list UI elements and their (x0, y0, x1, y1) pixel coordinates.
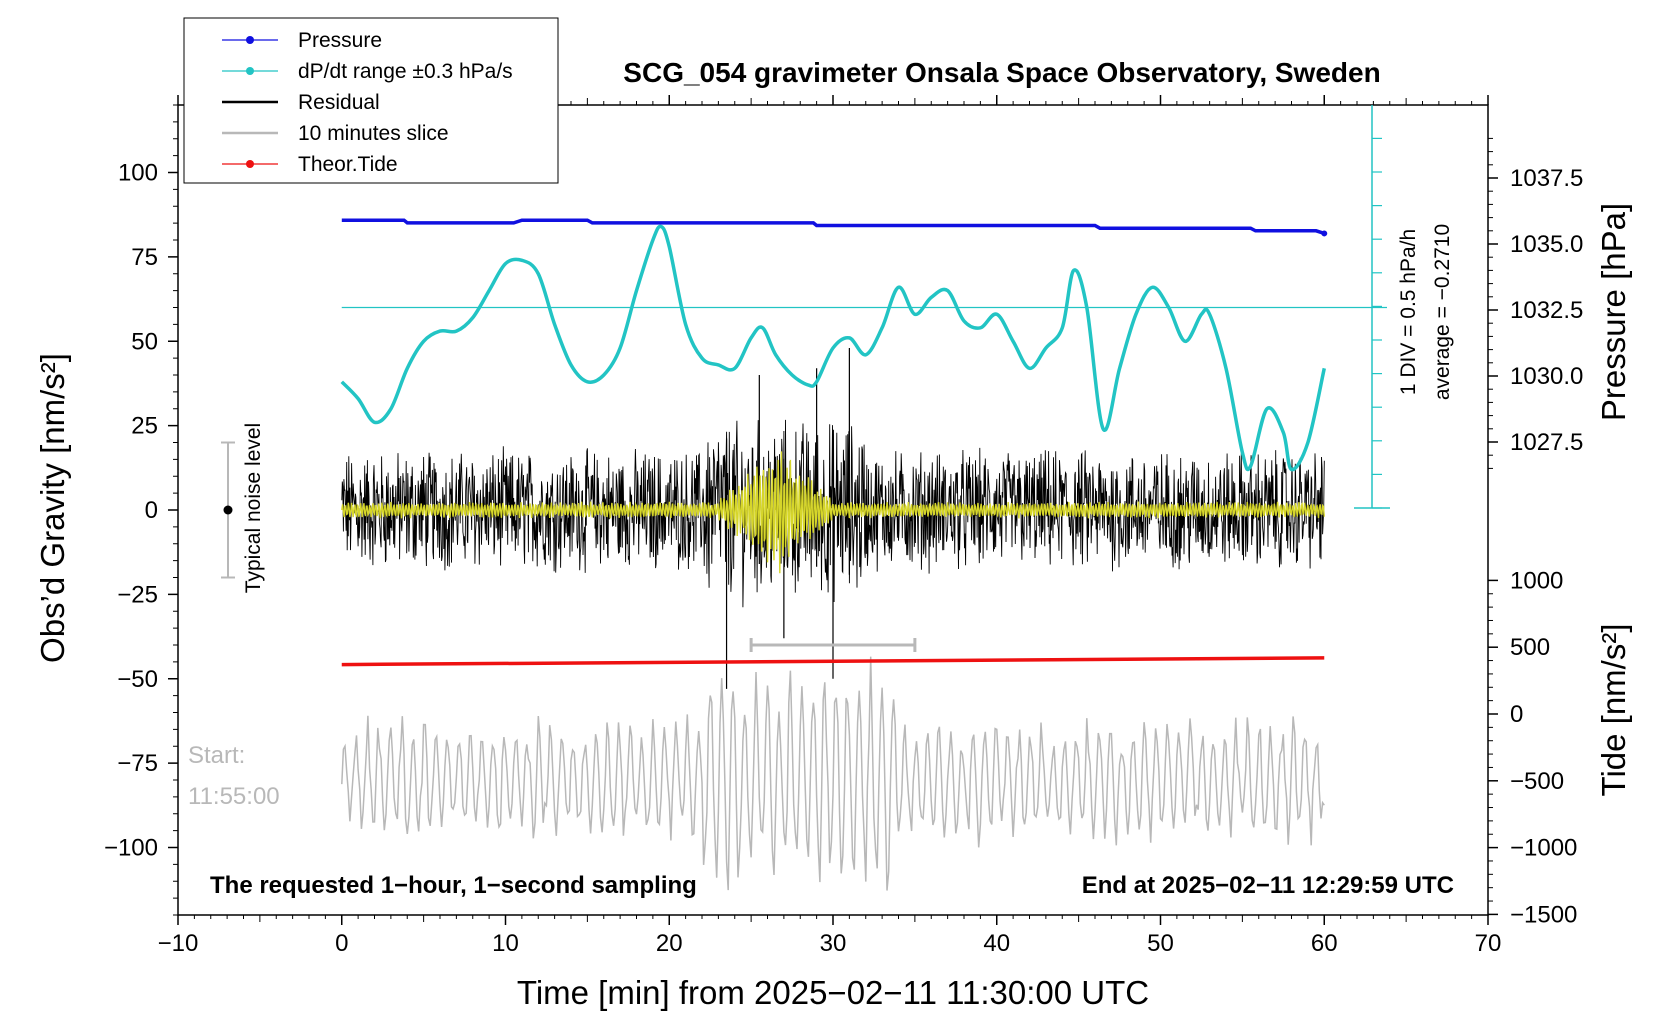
filtered-residual-line (341, 451, 1325, 574)
pressure-tick-label: 1027.5 (1510, 429, 1583, 456)
y-tick-label: 75 (131, 244, 158, 271)
x-tick-label: 60 (1311, 930, 1338, 957)
x-tick-label: 40 (983, 930, 1010, 957)
dpdt-scale-bar (1354, 105, 1390, 509)
footer-right-label: End at 2025−02−11 12:29:59 UTC (1082, 872, 1454, 899)
y-tick-label: 100 (118, 160, 158, 187)
pressure-tick-label: 1032.5 (1510, 297, 1583, 324)
x-tick-label: 0 (335, 930, 348, 957)
ten-minute-slice-line (341, 656, 1325, 891)
chart-title: SCG_054 gravimeter Onsala Space Observat… (623, 57, 1380, 88)
tide-tick-label: −500 (1510, 768, 1564, 795)
y-axis-title-pressure: Pressure [hPa] (1595, 203, 1632, 421)
y-tick-label: −25 (117, 581, 158, 608)
dpdt-line (340, 224, 1327, 472)
series-layer (340, 218, 1387, 891)
legend-marker (246, 67, 254, 75)
pressure-line (341, 218, 1325, 236)
y-axis-pressure: 1037.5 1035.0 1032.5 1030.0 1027.5 (1488, 137, 1583, 469)
start-time-label: 11:55:00 (188, 783, 280, 810)
tide-tick-label: −1500 (1510, 901, 1577, 928)
x-tick-label: −10 (158, 930, 199, 957)
y-tick-label: −100 (104, 835, 158, 862)
x-axis-title: Time [min] from 2025−02−11 11:30:00 UTC (517, 974, 1149, 1011)
legend-label: Pressure (298, 29, 382, 52)
legend-label: dP/dt range ±0.3 hPa/s (298, 60, 513, 83)
tide-tick-label: −1000 (1510, 835, 1577, 862)
dpdt-average-label: average = −0.2710 (1431, 224, 1454, 400)
y-axis-title-tide: Tide [nm/s²] (1595, 624, 1632, 797)
tide-tick-label: 500 (1510, 634, 1550, 661)
noise-level-label: Typical noise level (242, 423, 265, 593)
noise-level-indicator (221, 441, 235, 579)
tide-tick-label: 1000 (1510, 567, 1563, 594)
y-tick-label: 0 (145, 497, 158, 524)
y-tick-label: 50 (131, 328, 158, 355)
legend-box (183, 17, 559, 184)
pressure-tick-label: 1037.5 (1510, 165, 1583, 192)
y-tick-label: −75 (117, 750, 158, 777)
x-axis: −10 0 10 20 30 40 50 60 70 (158, 95, 1502, 957)
pressure-tick-label: 1030.0 (1510, 363, 1583, 390)
theoretical-tide-line (341, 656, 1325, 667)
y-axis-tide: 1000 500 0 −500 −1000 −1500 (1488, 567, 1577, 928)
dpdt-scale-label: 1 DIV = 0.5 hPa/h (1397, 229, 1420, 395)
y-tick-label: 25 (131, 413, 158, 440)
start-label: Start: (188, 742, 245, 769)
legend-marker (246, 160, 254, 168)
x-tick-label: 30 (820, 930, 847, 957)
legend-label: Residual (298, 91, 380, 114)
noise-level-center-dot (223, 505, 233, 515)
footer-left-label: The requested 1−hour, 1−second sampling (210, 872, 697, 899)
tide-tick-label: 0 (1510, 701, 1523, 728)
x-tick-label: 20 (656, 930, 683, 957)
x-tick-label: 50 (1147, 930, 1174, 957)
pressure-end-marker (1321, 230, 1328, 237)
y-axis-title-left: Obs’d Gravity [nm/s²] (34, 353, 71, 663)
legend-label: 10 minutes slice (298, 122, 449, 145)
x-tick-label: 10 (492, 930, 519, 957)
y-tick-label: −50 (117, 666, 158, 693)
legend-marker (246, 36, 254, 44)
y-axis-left: 100 75 50 25 0 −25 −50 −75 −100 (104, 104, 178, 916)
x-tick-label: 70 (1475, 930, 1502, 957)
pressure-tick-label: 1035.0 (1510, 231, 1583, 258)
legend-label: Theor.Tide (298, 153, 398, 176)
legend: Pressure dP/dt range ±0.3 hPa/s Residual 10… (183, 17, 559, 184)
